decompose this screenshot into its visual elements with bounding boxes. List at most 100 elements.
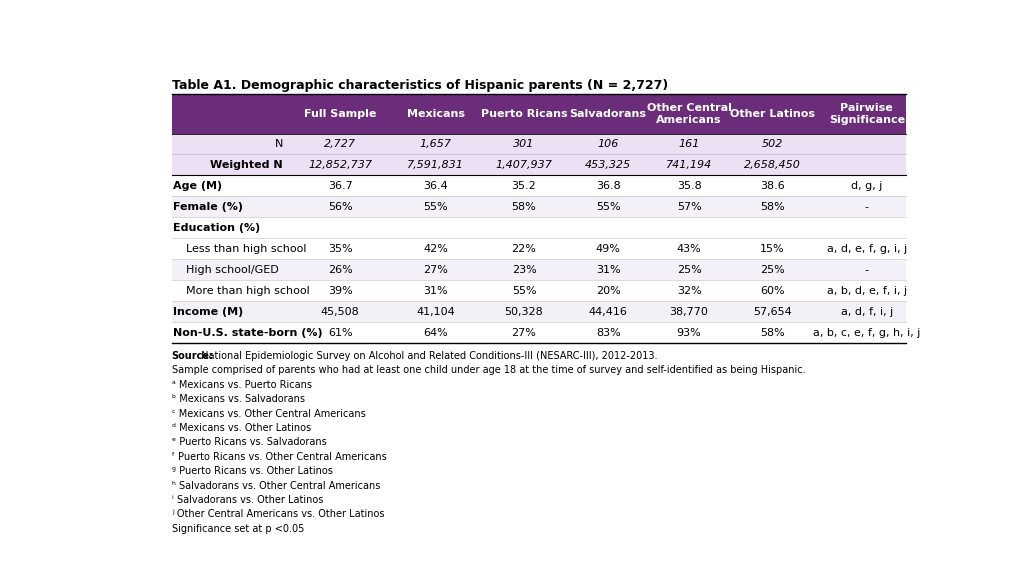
FancyBboxPatch shape bbox=[172, 238, 905, 259]
FancyBboxPatch shape bbox=[172, 259, 905, 280]
Text: 44,416: 44,416 bbox=[589, 307, 628, 316]
Text: 36.7: 36.7 bbox=[328, 181, 352, 191]
FancyBboxPatch shape bbox=[172, 301, 905, 322]
Text: a, b, c, e, f, g, h, i, j: a, b, c, e, f, g, h, i, j bbox=[813, 328, 921, 337]
Text: 58%: 58% bbox=[760, 328, 784, 337]
Text: 38.6: 38.6 bbox=[760, 181, 784, 191]
Text: a, d, f, i, j: a, d, f, i, j bbox=[841, 307, 893, 316]
FancyBboxPatch shape bbox=[172, 322, 905, 343]
Text: 58%: 58% bbox=[760, 202, 784, 212]
Text: 31%: 31% bbox=[423, 286, 447, 296]
Text: 55%: 55% bbox=[512, 286, 537, 296]
Text: 55%: 55% bbox=[423, 202, 447, 212]
Text: 301: 301 bbox=[513, 139, 535, 149]
Text: Pairwise
Significance: Pairwise Significance bbox=[828, 103, 905, 125]
Text: Female (%): Female (%) bbox=[173, 202, 244, 212]
Text: Income (M): Income (M) bbox=[173, 307, 244, 316]
Text: 57%: 57% bbox=[677, 202, 701, 212]
Text: -: - bbox=[865, 202, 868, 212]
Text: National Epidemiologic Survey on Alcohol and Related Conditions-III (NESARC-III): National Epidemiologic Survey on Alcohol… bbox=[199, 351, 657, 361]
Text: ᵉ Puerto Ricans vs. Salvadorans: ᵉ Puerto Ricans vs. Salvadorans bbox=[172, 437, 327, 447]
Text: 15%: 15% bbox=[760, 244, 784, 254]
Text: Full Sample: Full Sample bbox=[304, 109, 377, 119]
Text: 2,727: 2,727 bbox=[325, 139, 356, 149]
Text: Other Latinos: Other Latinos bbox=[730, 109, 815, 119]
Text: 1,407,937: 1,407,937 bbox=[496, 160, 552, 170]
Text: 23%: 23% bbox=[512, 265, 537, 275]
Text: 83%: 83% bbox=[596, 328, 621, 337]
Text: Education (%): Education (%) bbox=[173, 223, 260, 233]
FancyBboxPatch shape bbox=[172, 134, 905, 154]
Text: a, d, e, f, g, i, j: a, d, e, f, g, i, j bbox=[826, 244, 907, 254]
Text: 25%: 25% bbox=[677, 265, 701, 275]
Text: Less than high school: Less than high school bbox=[186, 244, 306, 254]
Text: ᵈ Mexicans vs. Other Latinos: ᵈ Mexicans vs. Other Latinos bbox=[172, 423, 310, 433]
Text: a, b, d, e, f, i, j: a, b, d, e, f, i, j bbox=[826, 286, 907, 296]
Text: 61%: 61% bbox=[328, 328, 352, 337]
FancyBboxPatch shape bbox=[172, 175, 905, 196]
Text: 41,104: 41,104 bbox=[416, 307, 455, 316]
Text: ʲ Other Central Americans vs. Other Latinos: ʲ Other Central Americans vs. Other Lati… bbox=[172, 509, 384, 519]
Text: 31%: 31% bbox=[596, 265, 621, 275]
Text: ᶠ Puerto Ricans vs. Other Central Americans: ᶠ Puerto Ricans vs. Other Central Americ… bbox=[172, 452, 386, 462]
Text: Table A1. Demographic characteristics of Hispanic parents (N = 2,727): Table A1. Demographic characteristics of… bbox=[172, 79, 668, 92]
Text: ʰ Salvadorans vs. Other Central Americans: ʰ Salvadorans vs. Other Central American… bbox=[172, 481, 380, 490]
Text: Non-U.S. state-born (%): Non-U.S. state-born (%) bbox=[173, 328, 323, 337]
Text: Sample comprised of parents who had at least one child under age 18 at the time : Sample comprised of parents who had at l… bbox=[172, 365, 805, 375]
Text: N: N bbox=[274, 139, 283, 149]
Text: 741,194: 741,194 bbox=[666, 160, 713, 170]
Text: d, g, j: d, g, j bbox=[851, 181, 883, 191]
Text: 7,591,831: 7,591,831 bbox=[408, 160, 464, 170]
FancyBboxPatch shape bbox=[172, 94, 905, 134]
Text: Significance set at p <0.05: Significance set at p <0.05 bbox=[172, 524, 304, 534]
Text: 36.8: 36.8 bbox=[596, 181, 621, 191]
Text: 39%: 39% bbox=[328, 286, 352, 296]
FancyBboxPatch shape bbox=[172, 154, 905, 175]
Text: Puerto Ricans: Puerto Ricans bbox=[480, 109, 567, 119]
Text: 58%: 58% bbox=[512, 202, 537, 212]
Text: 22%: 22% bbox=[512, 244, 537, 254]
Text: More than high school: More than high school bbox=[186, 286, 309, 296]
Text: 25%: 25% bbox=[760, 265, 784, 275]
Text: 36.4: 36.4 bbox=[423, 181, 447, 191]
Text: 60%: 60% bbox=[760, 286, 784, 296]
Text: Salvadorans: Salvadorans bbox=[569, 109, 646, 119]
Text: 161: 161 bbox=[678, 139, 699, 149]
Text: 64%: 64% bbox=[423, 328, 447, 337]
Text: 42%: 42% bbox=[423, 244, 447, 254]
Text: 12,852,737: 12,852,737 bbox=[308, 160, 373, 170]
Text: 43%: 43% bbox=[677, 244, 701, 254]
Text: Source:: Source: bbox=[172, 351, 214, 361]
Text: ᵍ Puerto Ricans vs. Other Latinos: ᵍ Puerto Ricans vs. Other Latinos bbox=[172, 466, 333, 476]
Text: High school/GED: High school/GED bbox=[186, 265, 279, 275]
FancyBboxPatch shape bbox=[172, 196, 905, 217]
FancyBboxPatch shape bbox=[172, 280, 905, 301]
Text: 49%: 49% bbox=[596, 244, 621, 254]
Text: Weighted N: Weighted N bbox=[210, 160, 283, 170]
Text: ᵇ Mexicans vs. Salvadorans: ᵇ Mexicans vs. Salvadorans bbox=[172, 394, 305, 404]
Text: 27%: 27% bbox=[512, 328, 537, 337]
Text: -: - bbox=[865, 265, 868, 275]
Text: 453,325: 453,325 bbox=[585, 160, 631, 170]
Text: ᶜ Mexicans vs. Other Central Americans: ᶜ Mexicans vs. Other Central Americans bbox=[172, 409, 366, 418]
Text: 35.2: 35.2 bbox=[512, 181, 537, 191]
Text: ᵃ Mexicans vs. Puerto Ricans: ᵃ Mexicans vs. Puerto Ricans bbox=[172, 380, 311, 390]
Text: 45,508: 45,508 bbox=[321, 307, 359, 316]
Text: 32%: 32% bbox=[677, 286, 701, 296]
Text: 26%: 26% bbox=[328, 265, 352, 275]
Text: 2,658,450: 2,658,450 bbox=[744, 160, 801, 170]
Text: ⁱ Salvadorans vs. Other Latinos: ⁱ Salvadorans vs. Other Latinos bbox=[172, 495, 323, 505]
Text: 35%: 35% bbox=[328, 244, 352, 254]
FancyBboxPatch shape bbox=[172, 217, 905, 238]
Text: Age (M): Age (M) bbox=[173, 181, 222, 191]
Text: 38,770: 38,770 bbox=[670, 307, 709, 316]
Text: Other Central
Americans: Other Central Americans bbox=[646, 103, 731, 125]
Text: 56%: 56% bbox=[328, 202, 352, 212]
Text: 57,654: 57,654 bbox=[753, 307, 792, 316]
Text: 502: 502 bbox=[762, 139, 783, 149]
Text: 35.8: 35.8 bbox=[677, 181, 701, 191]
Text: 50,328: 50,328 bbox=[505, 307, 544, 316]
Text: 20%: 20% bbox=[596, 286, 621, 296]
Text: 27%: 27% bbox=[423, 265, 447, 275]
Text: 55%: 55% bbox=[596, 202, 621, 212]
